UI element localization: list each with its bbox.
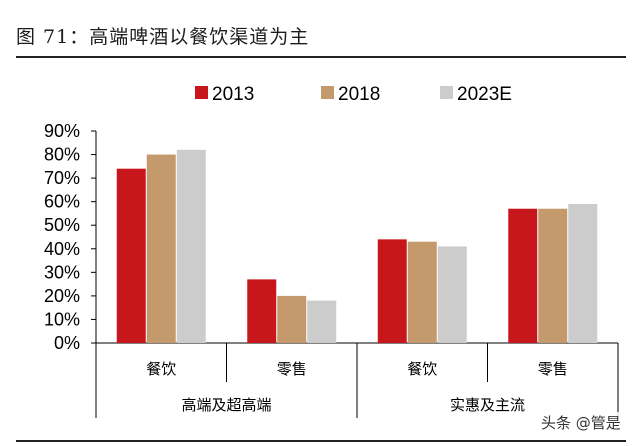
figure-title: 图 71：高端啤酒以餐饮渠道为主 xyxy=(16,26,310,48)
bar-2018-1 xyxy=(277,295,307,343)
category-label: 餐饮 xyxy=(146,360,176,378)
bar-2023E-2 xyxy=(437,246,467,343)
category-label: 零售 xyxy=(277,360,307,378)
y-tick-label: 30% xyxy=(44,262,80,282)
bar-2018-3 xyxy=(538,208,568,343)
y-tick-label: 80% xyxy=(44,145,80,165)
watermark: 头条 @管是 xyxy=(538,412,624,433)
y-tick-label: 0% xyxy=(54,333,80,353)
bar-2018-2 xyxy=(407,241,437,343)
bottom-rule xyxy=(16,440,626,442)
y-tick-label: 90% xyxy=(44,121,80,141)
bar-2018-0 xyxy=(146,154,176,343)
group-label: 高端及超高端 xyxy=(181,396,271,414)
y-tick-label: 70% xyxy=(44,168,80,188)
title-rule xyxy=(16,56,626,58)
y-tick-label: 50% xyxy=(44,215,80,235)
legend-label-2018: 2018 xyxy=(338,84,380,105)
legend-swatch-2023E xyxy=(440,86,453,99)
bar-2013-3 xyxy=(508,208,538,343)
legend-swatch-2018 xyxy=(321,86,334,99)
bar-2013-2 xyxy=(377,239,407,343)
legend-label-2023E: 2023E xyxy=(457,84,512,105)
bar-2013-1 xyxy=(247,279,277,343)
y-tick-label: 40% xyxy=(44,239,80,259)
y-tick-label: 10% xyxy=(44,309,80,329)
bar-2023E-3 xyxy=(568,204,598,343)
category-label: 零售 xyxy=(538,360,568,378)
category-label: 餐饮 xyxy=(407,360,437,378)
bar-2023E-1 xyxy=(307,300,337,343)
legend-label-2013: 2013 xyxy=(212,84,254,105)
legend-swatch-2013 xyxy=(195,86,208,99)
y-tick-label: 60% xyxy=(44,192,80,212)
group-label: 实惠及主流 xyxy=(450,396,525,414)
bar-2013-0 xyxy=(116,168,146,343)
y-tick-label: 20% xyxy=(44,286,80,306)
bar-2023E-0 xyxy=(176,149,206,343)
